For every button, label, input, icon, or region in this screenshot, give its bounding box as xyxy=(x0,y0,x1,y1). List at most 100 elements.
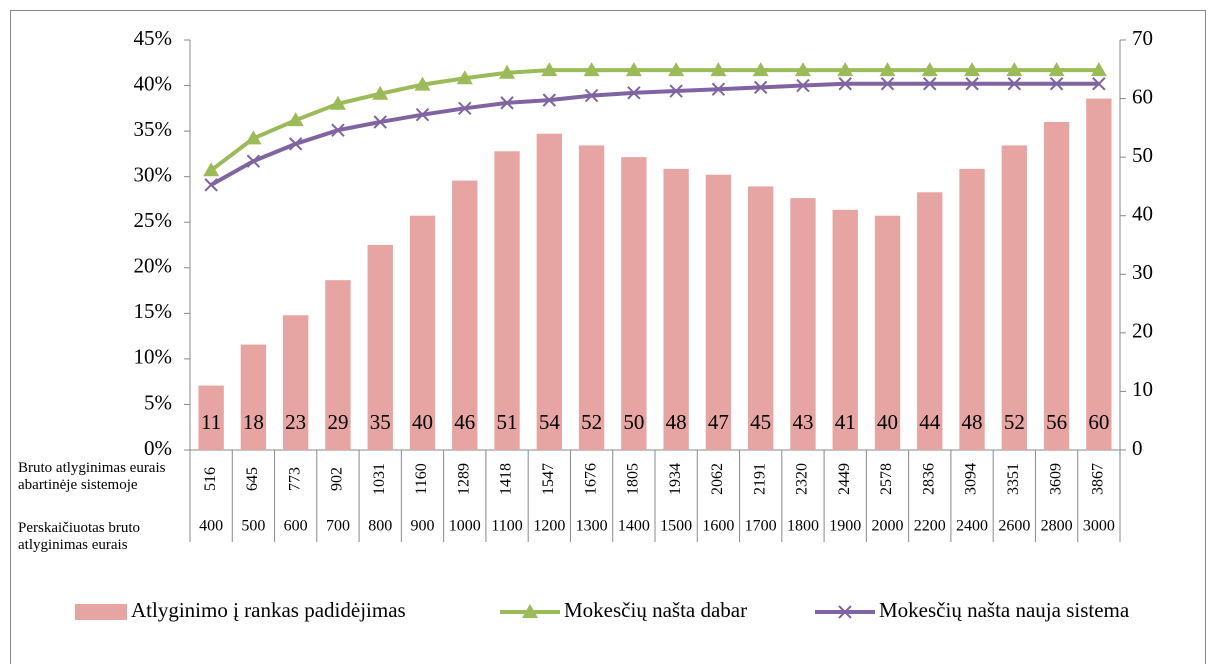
table-cell: 1805 xyxy=(625,463,642,495)
table-cell: 1418 xyxy=(498,463,515,495)
data-label: 35 xyxy=(370,410,391,434)
marker xyxy=(372,85,389,100)
data-label: 47 xyxy=(708,410,729,434)
data-label: 23 xyxy=(285,410,306,434)
table-cell: 2400 xyxy=(956,518,988,535)
y2-tick-label: 0 xyxy=(1132,436,1143,460)
marker xyxy=(710,62,727,77)
y-tick-label: 45% xyxy=(134,26,173,50)
marker xyxy=(838,77,852,91)
y-tick-label: 0% xyxy=(144,436,172,460)
bar xyxy=(621,157,647,450)
legend-label: Mokesčių našta nauja sistema xyxy=(879,598,1130,622)
y2-tick-label: 30 xyxy=(1132,260,1153,284)
table-cell: 1700 xyxy=(745,518,777,535)
marker xyxy=(584,88,599,103)
marker xyxy=(879,62,896,77)
table-cell: 2600 xyxy=(998,518,1030,535)
table-cell: 2062 xyxy=(709,463,726,495)
data-label: 41 xyxy=(835,410,856,434)
data-label: 52 xyxy=(581,410,602,434)
table-cell: 1300 xyxy=(576,518,608,535)
data-label: 46 xyxy=(454,410,475,434)
table-cell: 1100 xyxy=(491,518,522,535)
bar xyxy=(198,385,224,450)
marker xyxy=(1007,77,1022,91)
marker xyxy=(287,112,304,127)
data-label: 51 xyxy=(497,410,518,434)
bar xyxy=(705,174,732,450)
y2-tick-label: 50 xyxy=(1132,143,1153,167)
table-cell: 400 xyxy=(199,518,223,535)
marker xyxy=(288,137,303,151)
y-tick-label: 25% xyxy=(134,208,173,232)
marker xyxy=(752,62,769,77)
table-cell: 3609 xyxy=(1047,463,1064,495)
table-cell: 1200 xyxy=(533,518,565,535)
data-label: 18 xyxy=(243,410,264,434)
marker xyxy=(625,62,642,77)
table-cell: 2000 xyxy=(872,518,904,535)
marker xyxy=(583,62,600,77)
bar xyxy=(578,145,605,450)
legend-label: Mokesčių našta dabar xyxy=(564,598,747,622)
marker xyxy=(711,82,726,96)
bar xyxy=(874,215,901,450)
table-cell: 2800 xyxy=(1041,518,1073,535)
data-label: 48 xyxy=(962,410,983,434)
table-cell: 1289 xyxy=(455,463,472,495)
table-cell: 2200 xyxy=(914,518,946,535)
bar xyxy=(325,280,351,450)
table-cell: 3867 xyxy=(1090,463,1107,495)
bar xyxy=(1043,122,1070,450)
y2-tick-label: 20 xyxy=(1132,319,1153,343)
marker xyxy=(668,62,685,77)
y-tick-label: 15% xyxy=(134,299,173,323)
data-label: 44 xyxy=(919,410,941,434)
data-label: 40 xyxy=(877,410,898,434)
row-label: Perskaičiuotas bruto atlyginimas eurais xyxy=(18,520,141,553)
table-cell: 1800 xyxy=(787,518,819,535)
bar xyxy=(494,151,520,451)
marker xyxy=(1090,62,1107,77)
table-cell: 1500 xyxy=(660,518,692,535)
table-cell: 700 xyxy=(326,518,350,535)
marker xyxy=(542,93,557,107)
marker xyxy=(965,77,979,91)
bar xyxy=(536,133,562,450)
bar xyxy=(1086,98,1112,451)
bar xyxy=(240,344,267,450)
data-label: 54 xyxy=(539,410,561,434)
marker xyxy=(500,96,514,110)
data-label: 48 xyxy=(666,410,687,434)
frame xyxy=(10,10,1206,664)
table-cell: 2836 xyxy=(920,463,937,495)
y2-tick-label: 60 xyxy=(1132,84,1153,108)
bar xyxy=(452,180,478,451)
data-label: 50 xyxy=(623,410,644,434)
bar xyxy=(283,315,309,450)
marker xyxy=(669,84,683,98)
table-cell: 516 xyxy=(202,467,219,491)
marker xyxy=(794,62,811,77)
marker xyxy=(499,64,516,79)
table-cell: 3094 xyxy=(963,463,980,495)
table-cell: 3351 xyxy=(1005,463,1022,495)
table-cell: 1934 xyxy=(667,463,684,495)
bar xyxy=(959,168,985,450)
row-label: Bruto atlyginimas eurais abartinėje sist… xyxy=(18,460,166,493)
table-cell: 500 xyxy=(241,518,265,535)
y2-tick-label: 10 xyxy=(1132,377,1153,401)
marker xyxy=(415,108,430,122)
marker xyxy=(331,123,345,137)
data-label: 11 xyxy=(201,410,221,434)
marker xyxy=(245,130,262,145)
table-cell: 2449 xyxy=(836,463,853,495)
marker xyxy=(964,62,981,77)
table-cell: 1160 xyxy=(413,463,430,494)
marker xyxy=(1092,77,1106,91)
marker xyxy=(923,77,937,91)
marker xyxy=(921,62,938,77)
legend-label: Atlyginimo į rankas padidėjimas xyxy=(131,598,406,622)
